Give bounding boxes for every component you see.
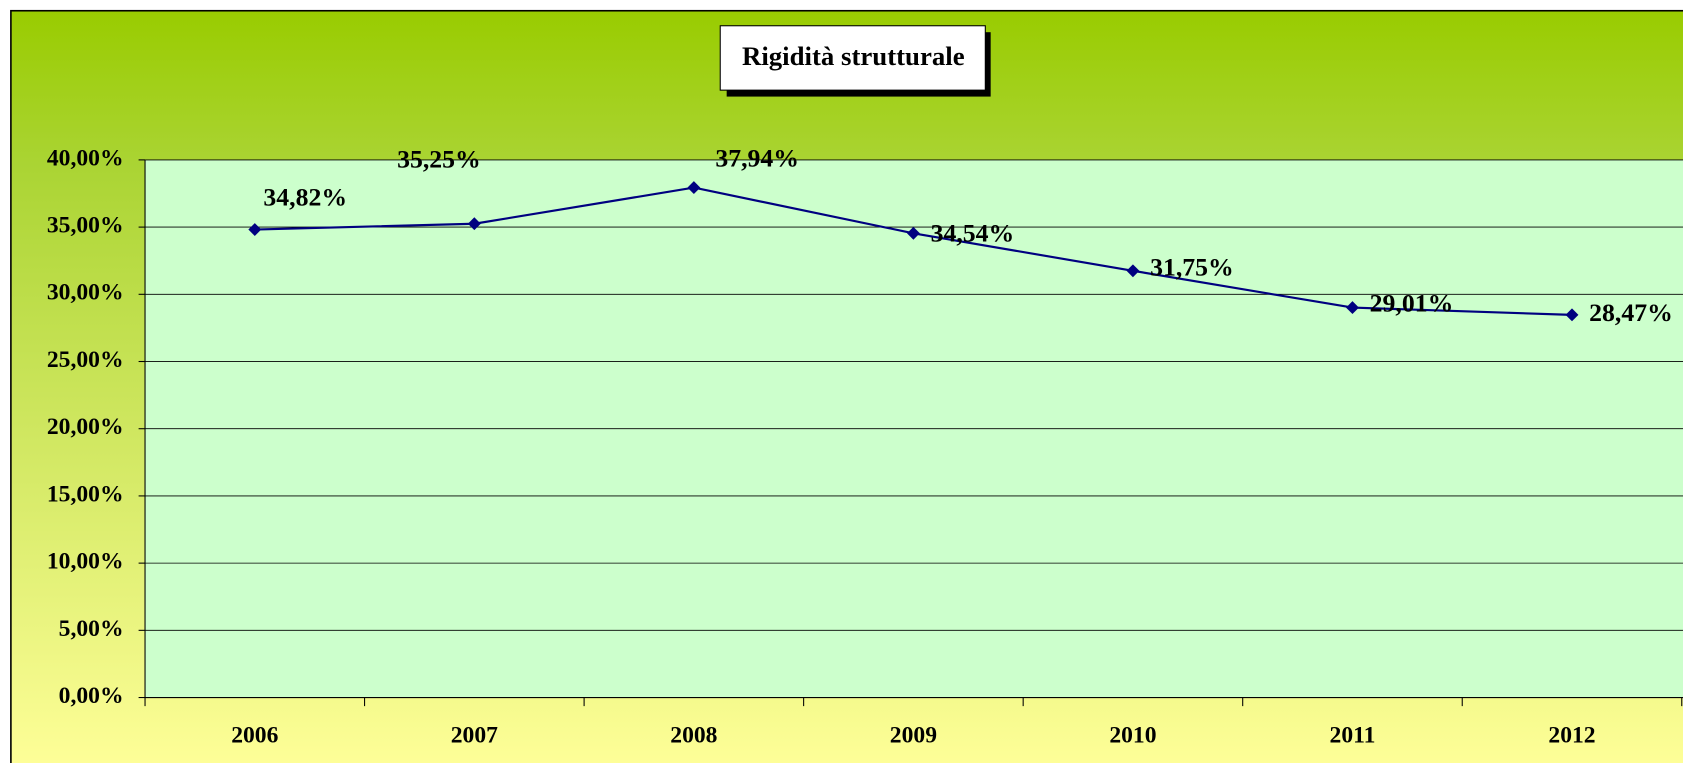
chart-title: Rigidità strutturale [742,41,965,71]
y-tick-label: 30,00% [47,280,124,306]
data-label: 34,82% [263,182,347,211]
x-tick-label: 2007 [451,723,498,749]
data-point [906,226,920,240]
x-tick-label: 2006 [231,723,278,749]
y-tick-label: 35,00% [47,213,124,239]
data-point [687,181,701,195]
data-label: 35,25% [397,144,481,173]
y-tick-label: 5,00% [59,616,124,642]
data-point [1346,301,1359,315]
y-tick-label: 25,00% [47,347,124,373]
y-tick-label: 10,00% [47,549,124,575]
x-tick-label: 2009 [890,723,937,749]
y-tick-label: 20,00% [47,414,124,440]
y-tick-label: 0,00% [59,683,124,709]
y-tick-label: 40,00% [47,145,124,171]
data-label: 34,54% [931,218,1015,247]
data-label: 31,75% [1150,253,1234,282]
data-point [1126,264,1140,278]
x-tick-label: 2011 [1330,723,1376,749]
x-tick-label: 2012 [1548,723,1595,749]
data-label: 29,01% [1370,288,1454,317]
x-tick-label: 2010 [1109,723,1156,749]
x-tick-label: 2008 [670,723,717,749]
y-tick-label: 15,00% [47,481,124,507]
title-box [719,25,986,91]
data-label: 28,47% [1589,298,1673,327]
data-label: 37,94% [715,144,799,173]
